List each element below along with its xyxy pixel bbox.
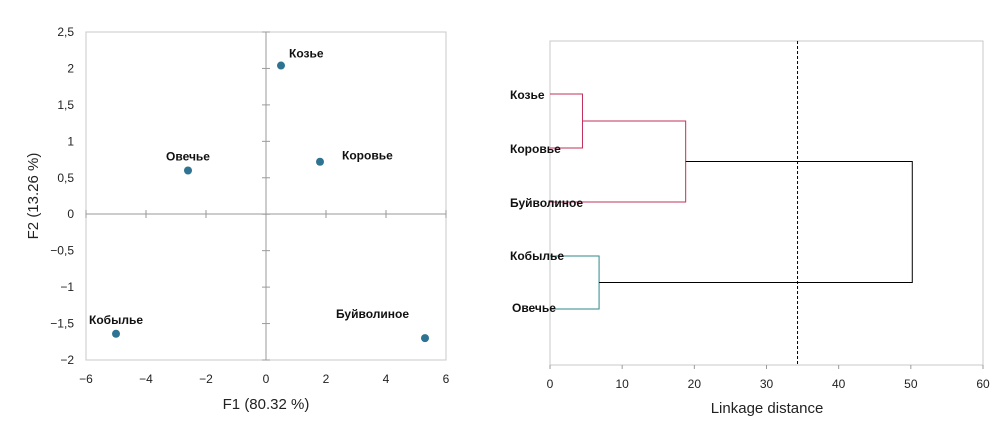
scatter-y-tick-label: 2 [67, 61, 74, 75]
dendrogram-x-axis-title: Linkage distance [711, 400, 824, 417]
scatter-x-tick-label: 6 [443, 372, 450, 386]
dendrogram-x-tick-label: 30 [760, 377, 774, 391]
scatter-point-label: Кобылье [89, 313, 143, 327]
dendrogram-leaf-label: Коровье [510, 142, 561, 156]
dendrogram-link [550, 93, 583, 149]
scatter-point [184, 166, 192, 175]
scatter-y-tick-label: 0,5 [57, 171, 74, 185]
dendrogram-x-tick-label: 10 [615, 377, 629, 391]
dendrogram-plot-area [549, 40, 984, 366]
scatter-y-tick-label: 1,5 [57, 98, 74, 112]
dendrogram-leaf-label: Кобылье [510, 249, 564, 263]
scatter-y-tick-label: −1,5 [50, 317, 74, 331]
dendrogram-x-tick-label: 50 [904, 377, 918, 391]
dendrogram-link [599, 161, 913, 283]
dendrogram-leaf-label: Овечье [512, 301, 556, 315]
scatter-y-tick-label: −2 [60, 353, 74, 367]
dendrogram-x-tick-label: 0 [547, 377, 554, 391]
scatter-x-ticks: −6 −4 −2 0 2 4 6 [79, 210, 450, 386]
scatter-panel: −6 −4 −2 0 2 4 6 2,5 2 1,5 1 0,5 0 −0,5 −1 −1,5 −2 Козь… [25, 25, 450, 413]
scatter-x-axis-title: F1 (80.32 %) [223, 396, 310, 413]
dendrogram-link [550, 255, 600, 310]
scatter-x-tick-label: 2 [323, 372, 330, 386]
dendrogram-x-ticks: 0 10 20 30 40 50 60 [547, 365, 990, 391]
scatter-x-tick-label: −6 [79, 372, 93, 386]
dendrogram-x-tick-label: 40 [832, 377, 846, 391]
scatter-x-tick-label: −2 [199, 372, 213, 386]
scatter-y-tick-label: 1 [67, 134, 74, 148]
scatter-point-label: Буйволиное [336, 307, 409, 321]
scatter-point [277, 61, 285, 70]
dendrogram-link [550, 120, 687, 203]
scatter-y-ticks: 2,5 2 1,5 1 0,5 0 −0,5 −1 −1,5 −2 [50, 25, 270, 367]
scatter-point [112, 329, 120, 338]
dendrogram-leaf-label: Буйволиное [510, 196, 583, 210]
dendrogram-x-tick-label: 20 [688, 377, 702, 391]
scatter-points: Козье Коровье Овечье Кобылье Буйволиное [89, 47, 429, 343]
dendrogram-leaf-labels: Козье Коровье Буйволиное Кобылье Овечье [510, 88, 583, 315]
dendrogram-panel: 0 10 20 30 40 50 60 Козье Коровье Буйволиное Кобы… [510, 40, 990, 417]
dendrogram-links [550, 93, 913, 310]
scatter-x-tick-label: −4 [139, 372, 153, 386]
dendrogram-x-tick-label: 60 [976, 377, 990, 391]
scatter-point-label: Коровье [342, 149, 393, 163]
scatter-point [421, 334, 429, 343]
dendrogram-leaf-label: Козье [510, 88, 545, 102]
scatter-point-label: Овечье [166, 149, 210, 163]
scatter-y-axis-title: F2 (13.26 %) [25, 153, 42, 240]
scatter-y-tick-label: −1 [60, 280, 74, 294]
scatter-point-label: Козье [289, 47, 324, 61]
scatter-y-tick-label: 2,5 [57, 25, 74, 39]
scatter-y-tick-label: −0,5 [50, 244, 74, 258]
scatter-y-tick-label: 0 [67, 207, 74, 221]
scatter-x-tick-label: 0 [263, 372, 270, 386]
scatter-point [316, 157, 324, 166]
scatter-x-tick-label: 4 [383, 372, 390, 386]
